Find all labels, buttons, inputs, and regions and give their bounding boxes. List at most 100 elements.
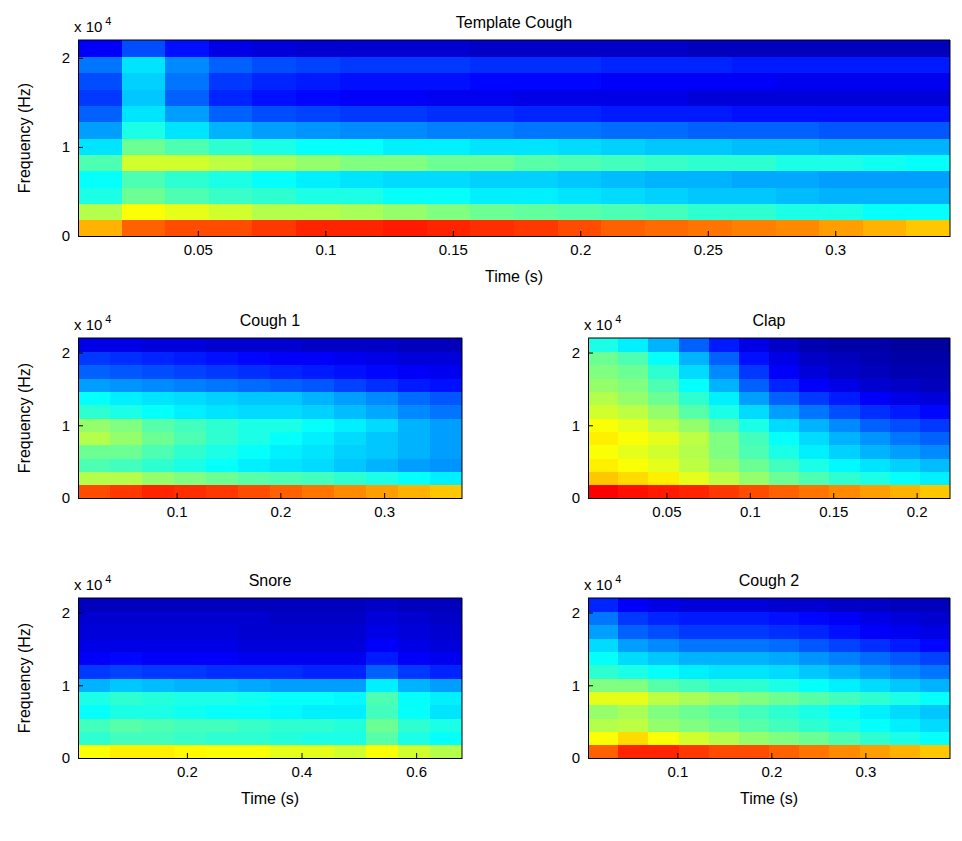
heatmap-cell bbox=[799, 445, 830, 459]
heatmap-cell bbox=[238, 471, 271, 485]
heatmap-cell bbox=[206, 665, 239, 679]
heatmap-cell bbox=[709, 625, 740, 639]
heatmap-cell bbox=[165, 187, 209, 204]
heatmap-cell bbox=[470, 56, 514, 73]
x-tick-label: 0.2 bbox=[177, 763, 198, 780]
heatmap-cell bbox=[430, 611, 462, 625]
heatmap-cell bbox=[142, 625, 175, 639]
heatmap-cell bbox=[920, 665, 950, 679]
heatmap-cell bbox=[165, 220, 209, 236]
plot-area bbox=[78, 40, 950, 236]
heatmap-cell bbox=[430, 731, 462, 745]
y-tick-label: 1 bbox=[62, 417, 70, 434]
x-tick-label: 0.05 bbox=[184, 241, 213, 258]
heatmap-cell bbox=[296, 105, 340, 122]
heatmap-cell bbox=[769, 718, 800, 732]
y-scale-label: x 104 bbox=[584, 573, 621, 593]
heatmap-cell bbox=[679, 691, 710, 705]
x-tick: 0.1 bbox=[167, 493, 188, 520]
heatmap-cell bbox=[709, 598, 740, 612]
heatmap-cell bbox=[334, 405, 367, 419]
heatmap-cell bbox=[110, 391, 143, 405]
heatmap-cell bbox=[430, 471, 462, 485]
heatmap-cell bbox=[110, 691, 143, 705]
heatmap-cell bbox=[645, 40, 689, 57]
x-tick-mark bbox=[580, 231, 581, 236]
heatmap-cell bbox=[209, 56, 253, 73]
y-tick: 0 bbox=[572, 489, 593, 506]
heatmap-cell bbox=[618, 705, 649, 719]
heatmap-cell bbox=[829, 745, 860, 758]
heatmap-cell bbox=[860, 638, 891, 652]
heatmap-cell bbox=[340, 138, 384, 155]
heatmap-cell bbox=[142, 611, 175, 625]
heatmap-cell bbox=[645, 171, 689, 188]
heatmap-cell bbox=[688, 203, 732, 220]
heatmap-cell bbox=[252, 187, 296, 204]
heatmap-cell bbox=[776, 122, 820, 139]
heatmap-cell bbox=[709, 418, 740, 432]
heatmap-cell bbox=[366, 665, 399, 679]
heatmap-cell bbox=[860, 445, 891, 459]
heatmap-cell bbox=[688, 171, 732, 188]
heatmap-cell bbox=[648, 391, 679, 405]
heatmap-cell bbox=[514, 138, 558, 155]
x-tick: 0.2 bbox=[761, 753, 782, 780]
heatmap-cell bbox=[366, 691, 399, 705]
heatmap-cell bbox=[78, 485, 111, 498]
heatmap-cell bbox=[588, 598, 619, 612]
heatmap-cell bbox=[860, 338, 891, 352]
x-axis-line bbox=[589, 498, 951, 499]
heatmap-cell bbox=[296, 56, 340, 73]
heatmap-cell bbox=[142, 351, 175, 365]
x-axis-title: Time (s) bbox=[740, 790, 798, 807]
heatmap-cell bbox=[514, 89, 558, 106]
heatmap-cell bbox=[238, 705, 271, 719]
heatmap-cell bbox=[679, 638, 710, 652]
heatmap-cell bbox=[776, 40, 820, 57]
heatmap-cell bbox=[122, 220, 166, 236]
y-tick-label: 2 bbox=[572, 604, 580, 621]
heatmap-cell bbox=[470, 187, 514, 204]
heatmap-cell bbox=[920, 705, 950, 719]
heatmap-cell bbox=[601, 40, 645, 57]
y-scale-exponent: 4 bbox=[105, 15, 111, 27]
heatmap-cell bbox=[302, 365, 335, 379]
heatmap-cell bbox=[110, 718, 143, 732]
y-tick-label: 2 bbox=[572, 344, 580, 361]
heatmap-cell bbox=[588, 745, 619, 758]
heatmap-cell bbox=[470, 154, 514, 171]
heatmap-cell bbox=[174, 338, 207, 352]
y-scale-label: x 104 bbox=[74, 573, 111, 593]
heatmap-cell bbox=[174, 485, 207, 498]
heatmap-cell bbox=[588, 418, 619, 432]
heatmap-cell bbox=[340, 56, 384, 73]
heatmap-cell bbox=[819, 89, 863, 106]
heatmap-cell bbox=[122, 105, 166, 122]
x-tick-label: 0.15 bbox=[819, 503, 848, 520]
heatmap-cell bbox=[238, 651, 271, 665]
heatmap-cell bbox=[270, 365, 303, 379]
heatmap-cell bbox=[860, 665, 891, 679]
heatmap-cell bbox=[366, 431, 399, 445]
heatmap-cell bbox=[334, 731, 367, 745]
heatmap-cell bbox=[618, 485, 649, 498]
x-tick-label: 0.05 bbox=[652, 503, 681, 520]
heatmap-cell bbox=[383, 138, 427, 155]
heatmap-cell bbox=[618, 691, 649, 705]
heatmap-cell bbox=[334, 638, 367, 652]
heatmap-cell bbox=[601, 138, 645, 155]
heatmap-cell bbox=[427, 105, 471, 122]
heatmap-cell bbox=[679, 485, 710, 498]
heatmap-cell bbox=[920, 405, 950, 419]
x-tick-mark bbox=[771, 753, 772, 758]
heatmap-cell bbox=[739, 678, 770, 692]
heatmap-cell bbox=[430, 351, 462, 365]
heatmap-cell bbox=[383, 56, 427, 73]
heatmap-cell bbox=[645, 203, 689, 220]
heatmap-cell bbox=[618, 351, 649, 365]
heatmap-cell bbox=[799, 365, 830, 379]
y-axis-title: Frequency (Hz) bbox=[16, 363, 33, 473]
heatmap-cell bbox=[709, 611, 740, 625]
heatmap-cell bbox=[799, 418, 830, 432]
